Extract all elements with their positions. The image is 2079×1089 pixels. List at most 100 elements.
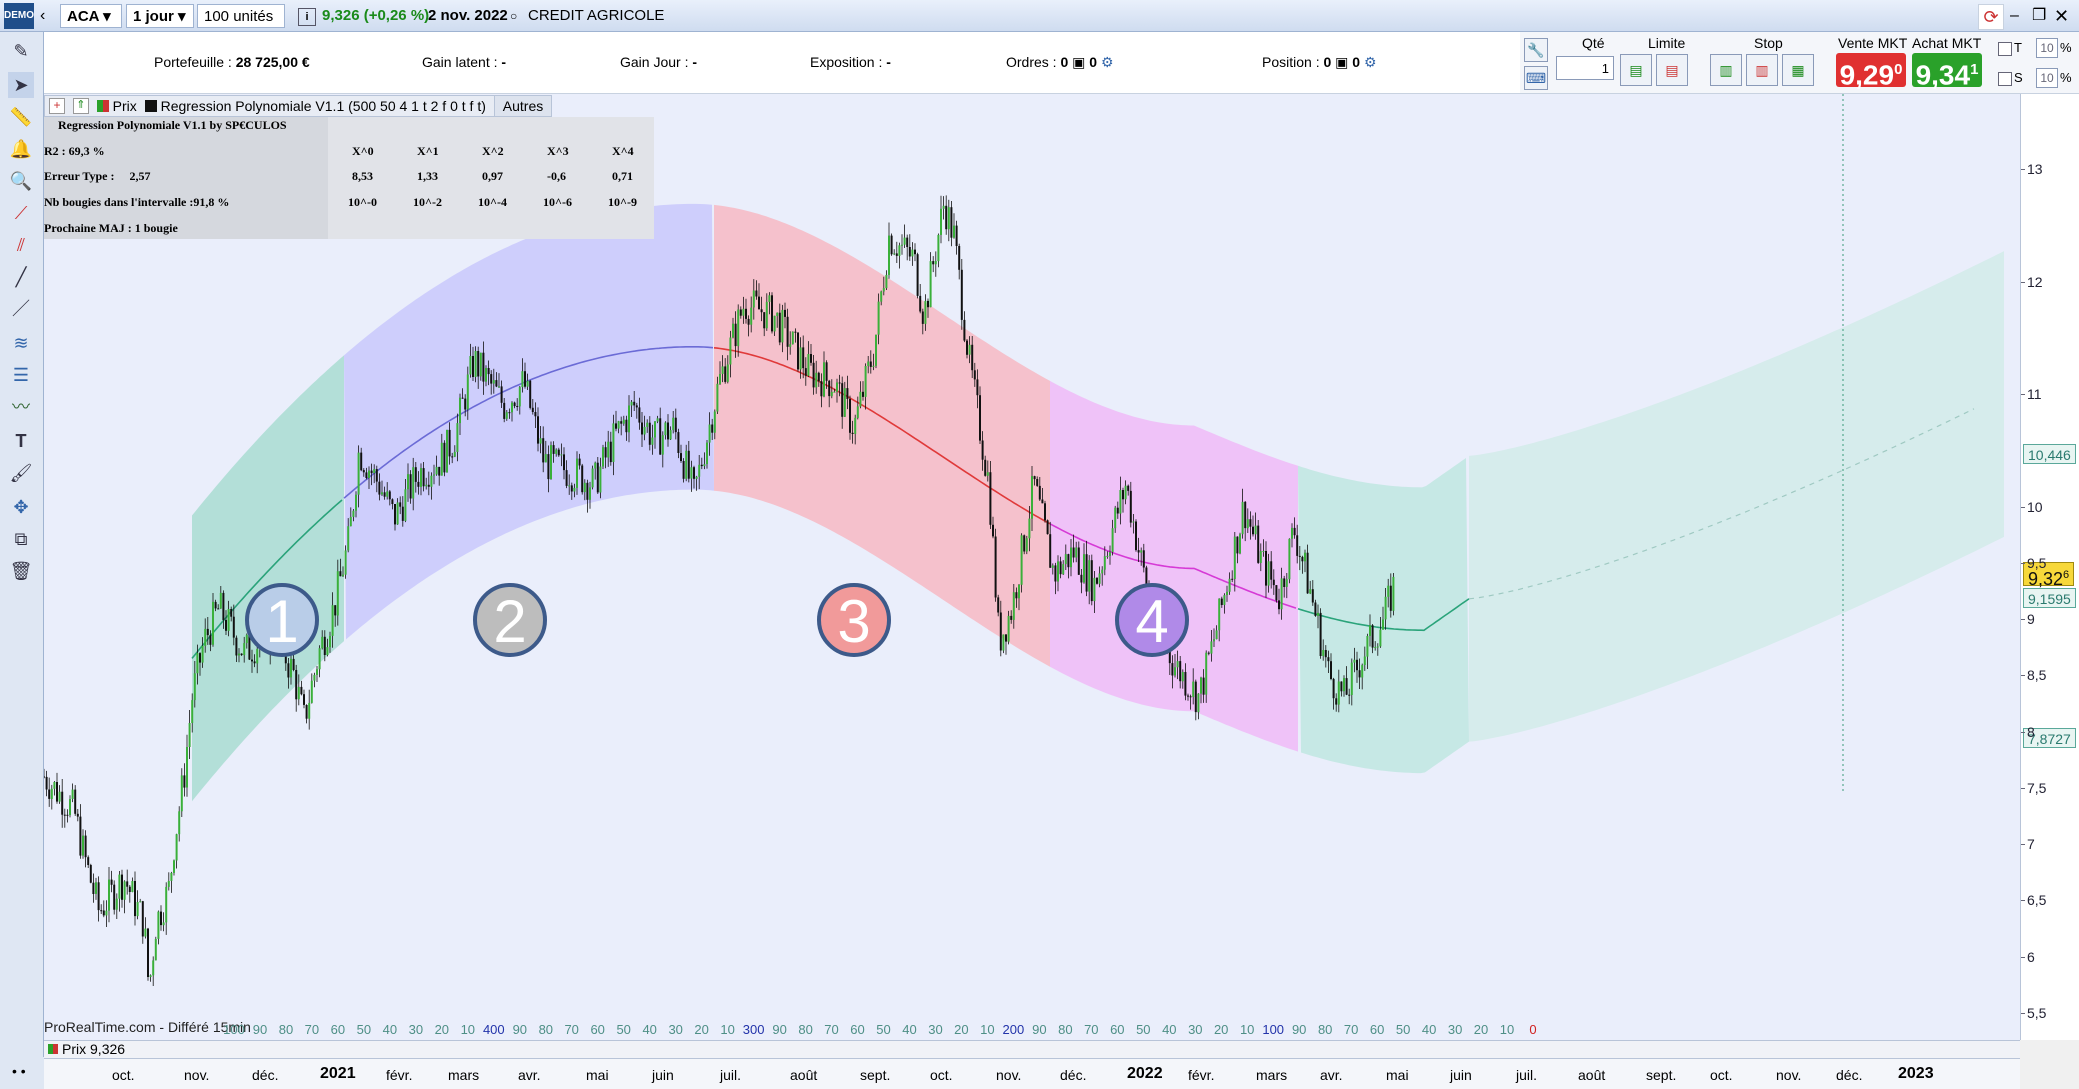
remove-icon[interactable]: + [49, 98, 65, 114]
zone-marker-number-4: 4 [1135, 588, 1168, 655]
s-checkbox[interactable] [1998, 72, 2012, 86]
countdown-label: 50 [357, 1022, 371, 1037]
zone-5-band [1298, 458, 1469, 774]
legend-indicator[interactable]: Regression Polynomiale V1.1 (500 50 4 1 … [160, 98, 486, 114]
candle-body [1142, 550, 1145, 568]
ordres[interactable]: Ordres : 0 ▣ 0 ⚙ [1006, 54, 1114, 70]
candle-body [1132, 521, 1135, 523]
keyboard-icon[interactable]: ⌨ [1524, 66, 1548, 90]
wave-icon[interactable]: 〰 [12, 397, 30, 417]
date-axis[interactable]: oct. nov. déc. 2021 févr. mars avr. mai juin juil… [44, 1058, 2020, 1089]
candle-body [955, 225, 958, 246]
candle-body [864, 366, 867, 397]
candle-body [300, 686, 303, 695]
indicator-r2: R2 : 69,3 % [44, 144, 105, 158]
indicator-table: Regression Polynomiale V1.1 by SP€CULOS … [44, 117, 654, 239]
chevron-left-icon[interactable]: ‹ [40, 7, 46, 24]
alert-bell-icon[interactable]: 🔔 [9, 139, 33, 159]
ruler-icon[interactable]: 📏 [9, 107, 33, 127]
brush-icon[interactable]: 🖌 [9, 463, 33, 483]
segment-icon[interactable]: ╱ [15, 267, 27, 287]
candle-body [105, 910, 108, 916]
candle-body [815, 372, 818, 388]
qte-input[interactable]: 1 [1556, 56, 1614, 80]
candle-body [1257, 525, 1260, 563]
candle-body [674, 417, 677, 433]
t-value-input[interactable]: 10 [2036, 38, 2058, 58]
s-value-input[interactable]: 10 [2036, 68, 2058, 88]
minimize-icon[interactable]: – [2010, 7, 2019, 24]
info-icon[interactable]: i [298, 8, 316, 26]
restore-icon[interactable]: ❐ [2032, 7, 2047, 24]
candle-body [973, 370, 976, 380]
legend-autres[interactable]: Autres [493, 96, 552, 116]
coef-value-3: -0,6 [547, 169, 566, 183]
fibonacci-levels-icon[interactable]: ☰ [12, 365, 30, 385]
candle-body [960, 269, 963, 320]
candle-body [659, 418, 662, 455]
date-axis-label: déc. [1836, 1067, 1863, 1083]
candle-body [48, 789, 51, 799]
price-chart[interactable]: 1 2 3 4 ProRealTime.com - Différé 15min 100 90… [44, 94, 2020, 1040]
zoom-icon[interactable]: 🔍 [9, 171, 33, 191]
text-icon[interactable]: T [15, 431, 27, 451]
candle-body [576, 458, 578, 488]
cursor-icon[interactable]: ➤ [8, 72, 34, 98]
date-axis-label: sept. [1646, 1067, 1677, 1083]
candle-body [1283, 578, 1286, 587]
candle-body [589, 487, 591, 500]
candle-body [459, 397, 461, 424]
candle-body [1379, 629, 1382, 647]
indicator-nb-bougies: Nb bougies dans l'intervalle :91,8 % [44, 195, 230, 209]
stop-sell-button[interactable]: ▥ [1746, 54, 1778, 86]
candle-body [430, 475, 433, 487]
fibonacci-icon[interactable]: ≋ [13, 333, 29, 353]
sell-market-button[interactable]: 9,290 [1836, 53, 1906, 90]
candle-body [1114, 507, 1117, 529]
limit-buy-button[interactable]: ▤ [1620, 54, 1652, 86]
symbol-select[interactable]: ACA [60, 4, 122, 28]
expand-icon[interactable]: ⇑ [72, 98, 89, 114]
candle-body [557, 449, 560, 456]
candle-body [316, 669, 318, 675]
channel-icon[interactable]: ⫽ [16, 235, 26, 255]
stop-trailing-button[interactable]: ▦ [1782, 54, 1814, 86]
candle-body [308, 702, 311, 719]
more-icon[interactable]: • • [12, 1063, 26, 1079]
stop-buy-button[interactable]: ▥ [1710, 54, 1742, 86]
t-checkbox[interactable] [1998, 42, 2012, 56]
countdown-label: 400 [483, 1022, 505, 1037]
wrench-icon[interactable]: 🔧 [1524, 38, 1548, 62]
limit-sell-button[interactable]: ▤ [1656, 54, 1688, 86]
candle-body [414, 467, 417, 482]
units-select[interactable]: 100 unités [197, 4, 285, 28]
orders-box-icon: ▣ [1072, 54, 1086, 70]
move-icon[interactable]: ✥ [13, 497, 29, 517]
candle-body [451, 456, 454, 458]
candle-body [144, 928, 147, 937]
price-axis-label: 11 [2027, 386, 2042, 402]
close-icon[interactable]: ✕ [2054, 6, 2070, 26]
candle-body [599, 466, 602, 493]
line-icon[interactable]: ／ [12, 299, 30, 319]
date-axis-label: nov. [184, 1067, 210, 1083]
trash-icon[interactable]: 🗑 [9, 561, 33, 581]
candle-body [193, 673, 196, 701]
buy-market-button[interactable]: 9,341 [1912, 53, 1982, 90]
candle-body [326, 647, 329, 655]
candle-body [747, 318, 750, 325]
period-select[interactable]: 1 jour [126, 4, 194, 28]
candle-body [186, 747, 188, 788]
fan-icon[interactable]: ⟋ [14, 203, 28, 223]
price-axis-tick [2021, 169, 2025, 170]
copy-icon[interactable]: ⧉ [14, 529, 28, 549]
pencil-icon[interactable]: ✎ [13, 41, 29, 61]
price-axis[interactable]: 10,446 9,326 9,1595 7,8727 13 12 11 10 9,5 9 8… [2020, 94, 2079, 1040]
legend-prix[interactable]: Prix [112, 98, 137, 114]
refresh-icon[interactable]: ⟳ [1978, 4, 2004, 30]
candle-body [1041, 499, 1044, 504]
position[interactable]: Position : 0 ▣ 0 ⚙ [1262, 54, 1377, 70]
candle-body [1002, 634, 1005, 651]
candle-body [752, 290, 755, 308]
